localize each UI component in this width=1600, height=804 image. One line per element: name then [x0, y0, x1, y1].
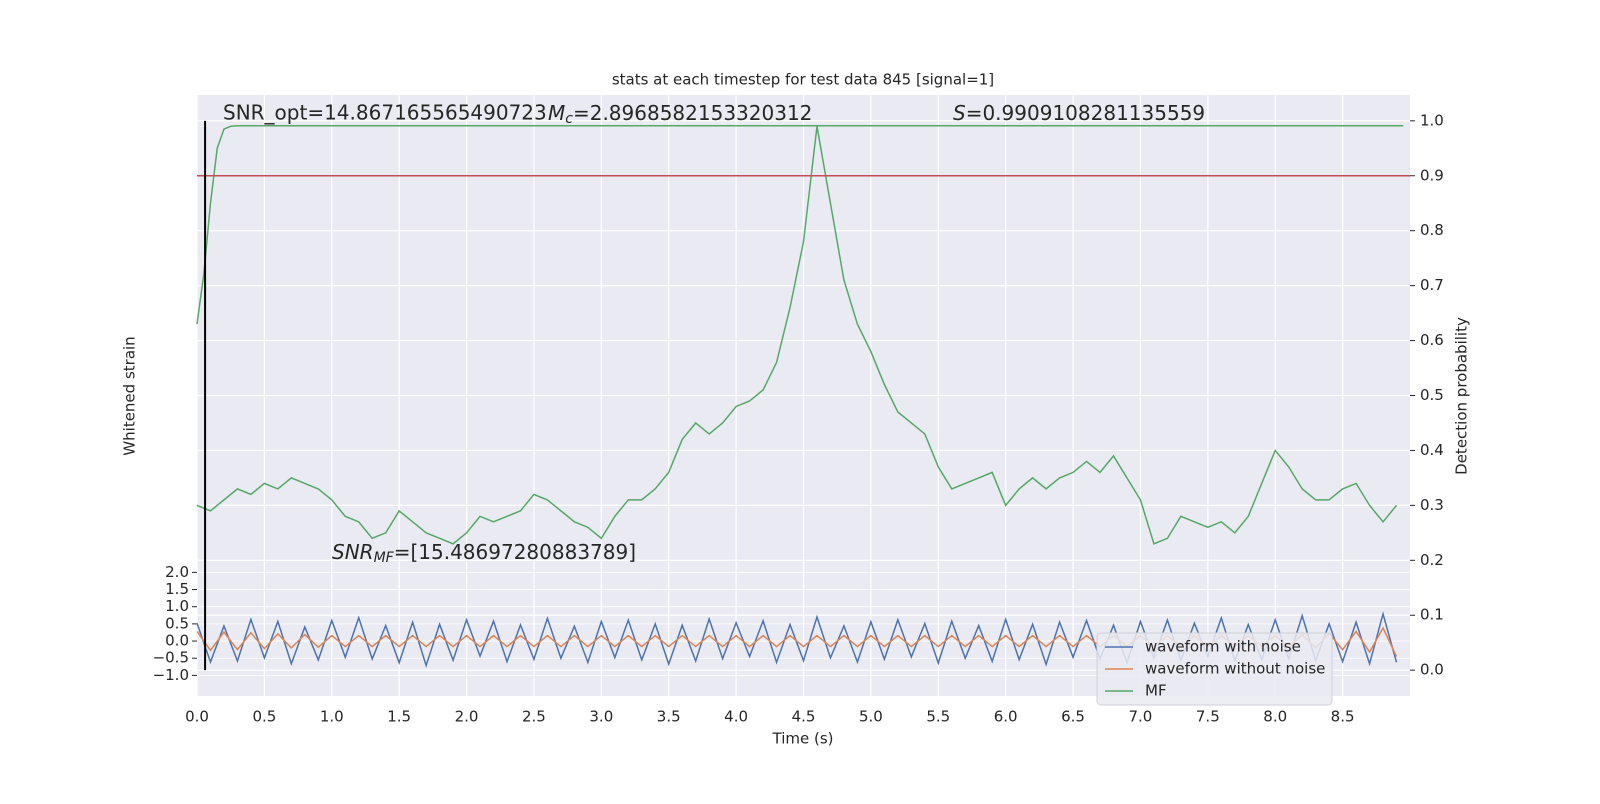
x-tick-label: 1.5 — [387, 708, 411, 726]
x-tick-label: 5.0 — [859, 708, 883, 726]
x-tick-label: 0.0 — [185, 708, 209, 726]
chart-title: stats at each timestep for test data 845… — [612, 71, 994, 89]
y2-tick-label: 0.4 — [1420, 441, 1444, 459]
x-tick-label: 2.0 — [455, 708, 479, 726]
y2-tick-label: 0.6 — [1420, 331, 1444, 349]
annotation-symbol: SNR — [332, 540, 374, 564]
y2-tick-label: 0.3 — [1420, 496, 1444, 514]
legend-box — [1096, 632, 1333, 706]
y-tick-label: 0.0 — [165, 632, 189, 650]
annotation-subscript: c — [565, 111, 573, 127]
x-tick-label: 6.0 — [994, 708, 1018, 726]
y-axis-label: Whitened strain — [121, 336, 139, 455]
x-tick-label: 2.5 — [522, 708, 546, 726]
annotation: SNR_opt=14.867165565490723 — [223, 101, 547, 125]
annotation-text: =0.9909108281135559 — [966, 101, 1205, 125]
y2-tick-label: 1.0 — [1420, 111, 1444, 129]
y2-tick-label: 0.2 — [1420, 551, 1444, 569]
annotation-subscript: MF — [374, 550, 395, 566]
annotation: Mc=2.8968582153320312 — [548, 101, 812, 128]
y-tick-label: −0.5 — [153, 649, 189, 667]
y2-tick-label: 0.8 — [1420, 221, 1444, 239]
y-tick-label: −1.0 — [153, 666, 189, 684]
x-tick-label: 8.5 — [1331, 708, 1355, 726]
x-tick-label: 7.5 — [1196, 708, 1220, 726]
y2-tick-label: 0.9 — [1420, 166, 1444, 184]
annotation-text: =2.8968582153320312 — [573, 101, 812, 125]
legend-label: MF — [1145, 682, 1167, 700]
y-tick-label: 1.0 — [165, 597, 189, 615]
x-tick-label: 7.0 — [1129, 708, 1153, 726]
x-tick-label: 4.0 — [724, 708, 748, 726]
y-tick-label: 1.5 — [165, 580, 189, 598]
annotation-symbol: M — [548, 101, 565, 125]
y2-tick-label: 0.7 — [1420, 276, 1444, 294]
annotation-text: =[15.48697280883789] — [394, 540, 636, 564]
x-tick-label: 0.5 — [252, 708, 276, 726]
annotation-symbol: S — [953, 101, 966, 125]
legend: waveform with noise waveform without nois… — [1096, 632, 1333, 706]
x-tick-label: 6.5 — [1061, 708, 1085, 726]
x-tick-label: 3.0 — [589, 708, 613, 726]
legend-label: waveform without noise — [1145, 660, 1325, 678]
y2-tick-label: 0.1 — [1420, 606, 1444, 624]
x-tick-label: 8.0 — [1263, 708, 1287, 726]
annotation: S=0.9909108281135559 — [953, 101, 1205, 125]
x-axis-label: Time (s) — [772, 730, 834, 748]
line — [196, 126, 1398, 545]
annotation: SNRMF=[15.48697280883789] — [332, 540, 636, 567]
x-tick-label: 3.5 — [657, 708, 681, 726]
y2-tick-label: 0.5 — [1420, 386, 1444, 404]
y-tick-label: 0.5 — [165, 614, 189, 632]
x-tick-label: 5.5 — [926, 708, 950, 726]
legend-label: waveform with noise — [1145, 638, 1301, 656]
y2-axis-label: Detection probability — [1453, 317, 1471, 475]
x-tick-label: 1.0 — [320, 708, 344, 726]
x-tick-label: 4.5 — [792, 708, 816, 726]
y-tick-label: 2.0 — [165, 563, 189, 581]
line — [196, 611, 1398, 668]
y2-tick-label: 0.0 — [1420, 661, 1444, 679]
